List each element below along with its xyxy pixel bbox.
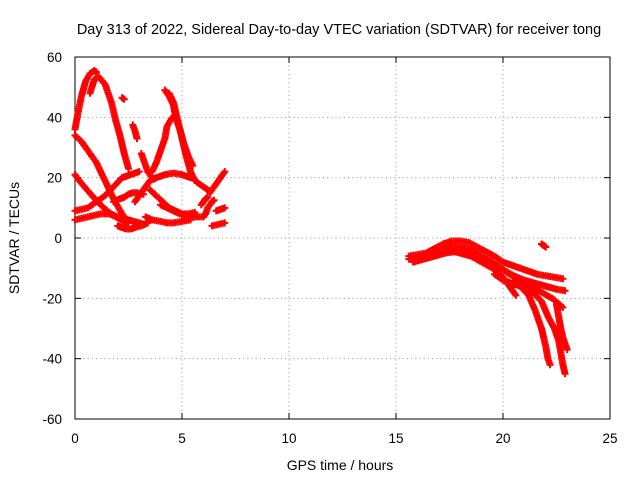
series-arc-ae <box>553 300 571 354</box>
data-point <box>125 165 132 173</box>
y-tick-label: -20 <box>42 291 62 306</box>
data-points <box>71 67 571 378</box>
x-tick-label: 20 <box>495 431 510 446</box>
series-arc-f <box>71 210 147 228</box>
data-point <box>221 168 229 176</box>
series-arc-v <box>206 168 229 197</box>
series-arc-af <box>538 240 550 251</box>
series-arc-p <box>165 89 199 185</box>
series-arc-a <box>71 67 100 133</box>
y-tick-label: -60 <box>42 412 62 427</box>
x-tick-label: 15 <box>388 431 403 446</box>
axis-ticks: 0 5 10 15 20 25 -60 -40 -20 0 20 40 60 <box>42 50 617 446</box>
x-tick-label: 25 <box>602 431 617 446</box>
data-point <box>563 346 571 354</box>
data-point <box>221 204 229 212</box>
chart-title: Day 313 of 2022, Sidereal Day-to-day VTE… <box>77 22 601 38</box>
x-tick-label: 0 <box>71 431 79 446</box>
y-tick-label: 40 <box>47 110 62 125</box>
data-point <box>561 370 569 378</box>
data-point <box>135 168 143 176</box>
data-point <box>133 134 141 142</box>
x-tick-label: 5 <box>178 431 186 446</box>
series-arc-h <box>114 219 152 233</box>
data-point <box>559 275 567 283</box>
data-point <box>204 193 212 201</box>
y-tick-label: 20 <box>47 171 62 186</box>
series-arc-c <box>86 73 132 173</box>
y-tick-label: -40 <box>42 352 62 367</box>
y-tick-label: 0 <box>54 231 62 246</box>
data-point <box>210 196 218 204</box>
data-point <box>542 243 550 251</box>
series-arc-ac <box>490 270 554 369</box>
y-axis-label: SDTVAR / TECUs <box>6 182 22 294</box>
x-axis-label: GPS time / hours <box>287 457 394 473</box>
y-tick-label: 60 <box>47 50 62 65</box>
grid <box>75 57 610 419</box>
series-arc-w <box>212 204 229 215</box>
data-point <box>559 303 567 311</box>
series-arc-ad <box>512 276 569 378</box>
data-point <box>221 219 229 227</box>
series-arc-t <box>197 193 212 209</box>
series-arc-u <box>199 196 218 221</box>
series-arc-x <box>208 219 229 230</box>
data-point <box>512 291 520 299</box>
series-arc-r <box>157 201 207 221</box>
series-arc-j <box>129 121 141 142</box>
series-arc-i <box>118 94 128 103</box>
data-point <box>120 95 128 103</box>
series-arc-l <box>131 169 195 206</box>
series-arc-e <box>71 168 143 215</box>
x-tick-label: 10 <box>281 431 296 446</box>
data-point <box>561 287 569 295</box>
data-point <box>546 361 554 369</box>
